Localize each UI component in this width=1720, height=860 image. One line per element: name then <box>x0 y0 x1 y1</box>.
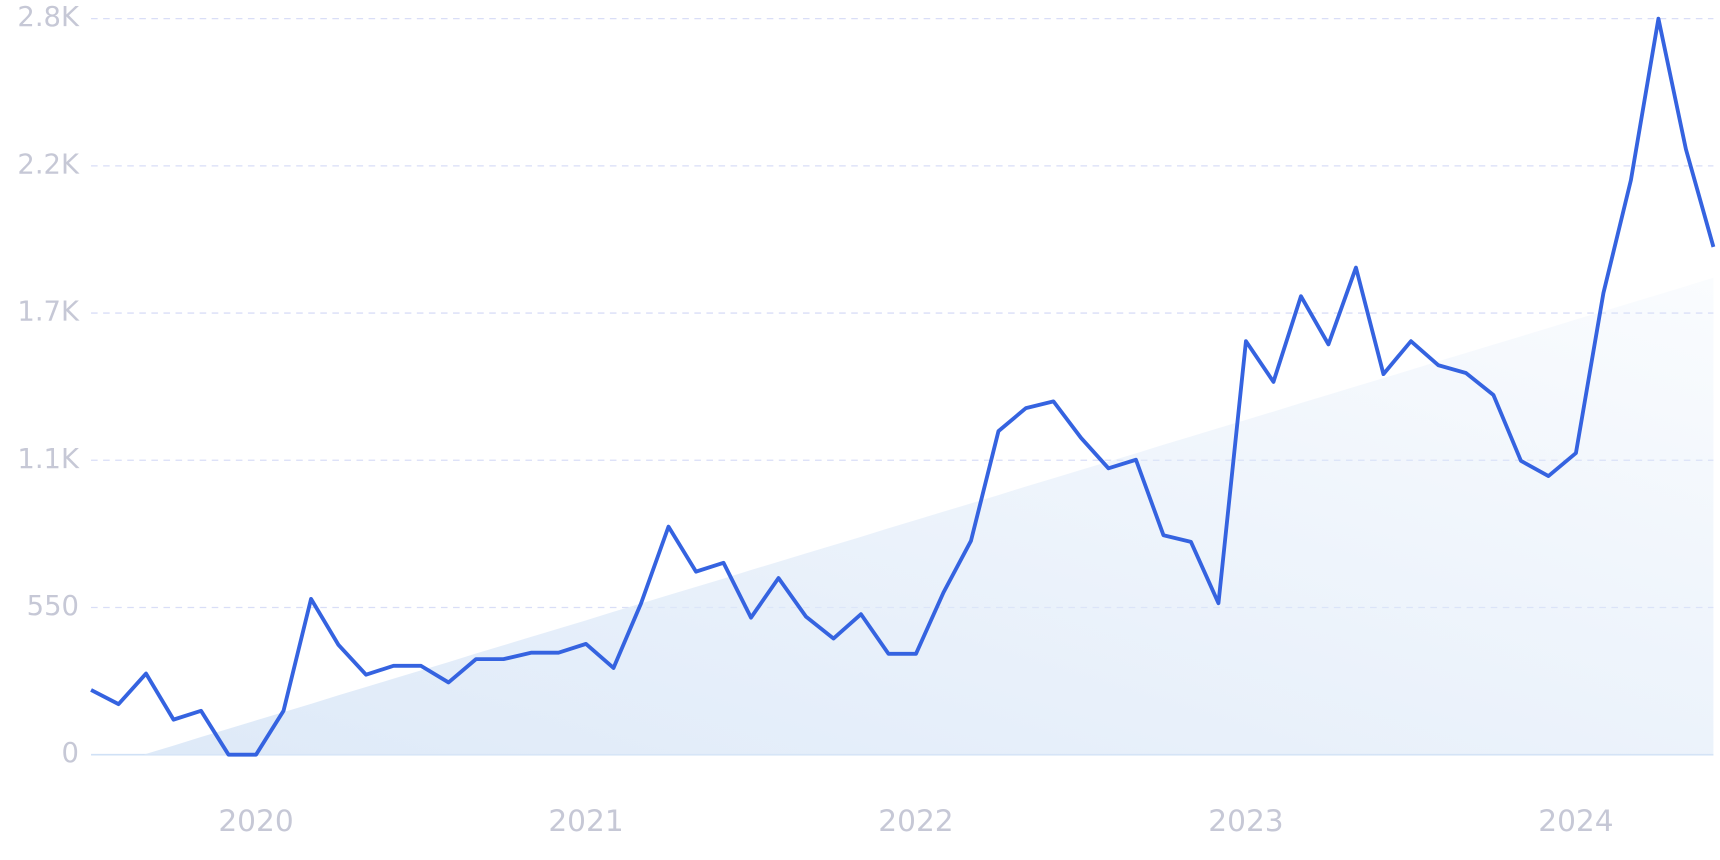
y-tick-label: 550 <box>27 591 79 622</box>
x-tick-label: 2021 <box>548 804 623 838</box>
trend-area-group <box>91 277 1714 755</box>
x-tick-label: 2022 <box>878 804 953 838</box>
y-tick-label: 1.1K <box>17 444 80 475</box>
x-tick-label: 2020 <box>218 804 293 838</box>
trend-area <box>91 277 1714 755</box>
y-tick-label: 2.8K <box>17 2 80 33</box>
y-tick-label: 2.2K <box>17 149 80 180</box>
y-tick-label: 1.7K <box>17 297 80 328</box>
x-tick-label: 2023 <box>1208 804 1283 838</box>
trend-line <box>90 16 1716 757</box>
y-tick-label: 0 <box>62 738 79 769</box>
x-tick-label: 2024 <box>1538 804 1613 838</box>
